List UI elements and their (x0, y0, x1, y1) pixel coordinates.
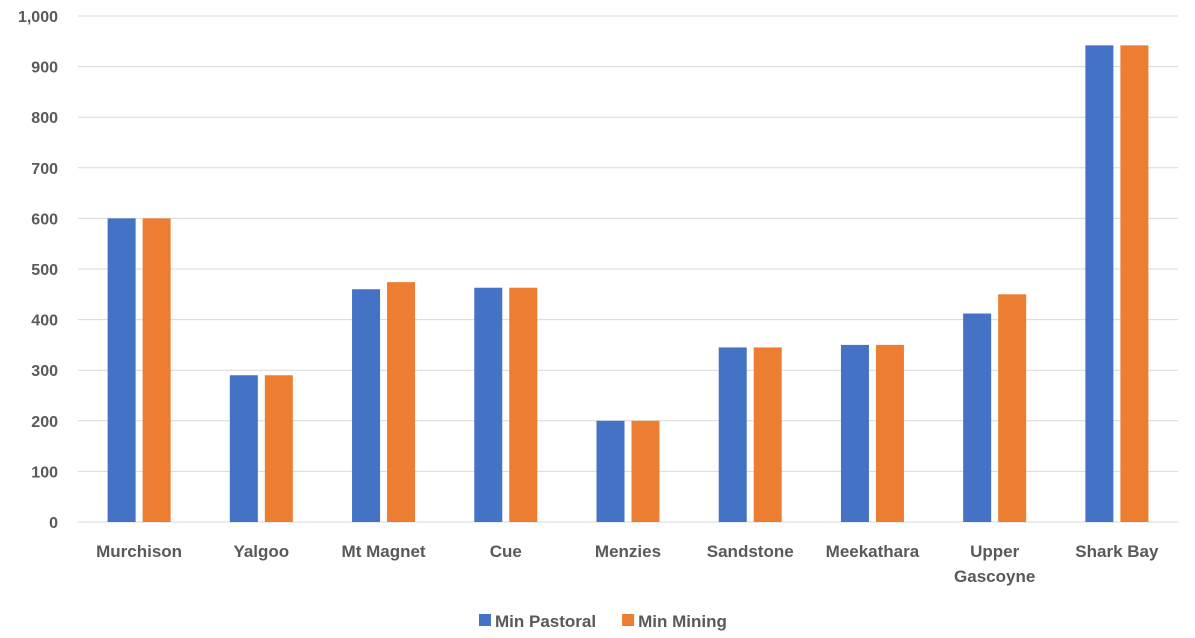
bar-min-mining (387, 282, 416, 522)
y-tick-label: 500 (31, 262, 58, 279)
bar-min-pastoral (474, 287, 503, 522)
legend-swatch (479, 614, 491, 626)
x-category-label: Gascoyne (954, 567, 1035, 586)
y-tick-label: 100 (31, 464, 58, 481)
x-axis-category-labels: Murchison Yalgoo Mt Magnet Cue Menzies Sandst… (96, 542, 1159, 586)
x-category-label: Sandstone (707, 542, 794, 561)
x-category-label: Murchison (96, 542, 182, 561)
bar-min-pastoral (107, 218, 136, 522)
x-category-label: Meekathara (826, 542, 920, 561)
y-tick-label: 300 (31, 363, 58, 380)
bar-min-pastoral (718, 347, 747, 522)
x-category-label: Shark Bay (1075, 542, 1159, 561)
bar-min-pastoral (229, 375, 258, 522)
y-tick-label: 1,000 (18, 9, 58, 26)
y-tick-label: 400 (31, 313, 58, 330)
bar-min-mining (509, 287, 538, 522)
legend-swatch (622, 614, 635, 626)
y-tick-label: 900 (31, 60, 58, 77)
y-tick-label: 800 (31, 110, 58, 127)
bar-min-pastoral (840, 344, 869, 522)
legend-label: Min Mining (638, 612, 727, 631)
bar-min-mining (264, 375, 293, 522)
bar-min-pastoral (1085, 45, 1114, 523)
bars (107, 45, 1149, 523)
x-category-label: Yalgoo (233, 542, 289, 561)
bar-min-mining (1120, 45, 1149, 523)
y-tick-label: 700 (31, 161, 58, 178)
y-axis-tick-labels: 0 100 200 300 400 500 600 700 800 900 1,000 (18, 9, 58, 532)
bar-min-pastoral (596, 420, 625, 522)
y-tick-label: 0 (49, 515, 58, 532)
bar-min-mining (631, 420, 660, 522)
bar-min-pastoral (963, 313, 992, 522)
gridlines (78, 15, 1178, 523)
x-category-label: Menzies (595, 542, 661, 561)
bar-min-mining (142, 218, 171, 522)
bar-min-mining (998, 294, 1027, 522)
bar-min-pastoral (352, 289, 381, 522)
y-tick-label: 200 (31, 414, 58, 431)
bar-min-mining (753, 347, 782, 522)
x-category-label: Upper (970, 542, 1020, 561)
x-category-label: Cue (490, 542, 522, 561)
y-tick-label: 600 (31, 211, 58, 228)
legend-label: Min Pastoral (495, 612, 596, 631)
bar-min-mining (875, 344, 904, 522)
legend: Min Pastoral Min Mining (479, 612, 727, 631)
x-category-label: Mt Magnet (342, 542, 426, 561)
